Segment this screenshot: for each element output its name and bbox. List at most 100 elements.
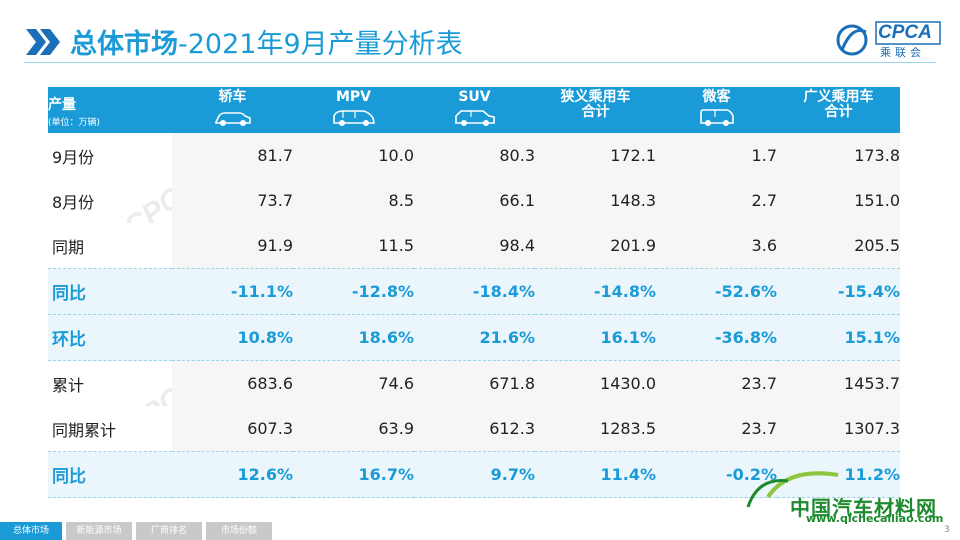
cell-value: 205.5 (777, 223, 900, 269)
footer-tab-market-share[interactable]: 市场份额 (206, 522, 272, 540)
row-label: 同期累计 (48, 406, 172, 452)
cell-value: 98.4 (414, 223, 535, 269)
footer-tab-overall-market[interactable]: 总体市场 (0, 522, 62, 540)
page-title-main: 总体市场 (70, 29, 178, 60)
table-row-highlight: 同比 -11.1% -12.8% -18.4% -14.8% -52.6% -1… (48, 268, 900, 315)
cell-value: 8.5 (293, 178, 414, 223)
title-bar: 总体市场 -2021年9月产量分析表 (24, 22, 463, 61)
cell-value: -11.1% (172, 268, 293, 315)
sedan-icon (214, 112, 251, 126)
table-row: 9月份 81.7 10.0 80.3 172.1 1.7 173.8 (48, 133, 900, 178)
cell-value: 21.6% (414, 314, 535, 361)
title-divider (24, 62, 936, 63)
table-header-row: 产量 (单位：万辆) 轿车 MPV SUV (48, 87, 900, 133)
cell-value: 12.6% (172, 451, 293, 498)
header-narrow-passenger-total: 狭义乘用车 合计 (535, 87, 656, 133)
cell-value: 201.9 (535, 223, 656, 269)
header-production-label: 产量 (48, 97, 76, 113)
cell-value: 73.7 (172, 178, 293, 223)
header-sedan: 轿车 (172, 87, 293, 133)
footer-tab-new-energy[interactable]: 新能源市场 (66, 522, 132, 540)
header-label-line2: 合计 (581, 104, 610, 120)
table-row-highlight: 同比 12.6% 16.7% 9.7% 11.4% -0.2% 11.2% (48, 451, 900, 498)
cell-value: 80.3 (414, 133, 535, 178)
cell-value: 63.9 (293, 406, 414, 452)
minivan-icon (699, 109, 734, 126)
header-minivan: 微客 (656, 87, 777, 133)
cell-value: 607.3 (172, 406, 293, 452)
suv-icon (454, 110, 495, 126)
cell-value: 1453.7 (777, 360, 900, 406)
cell-value: -15.4% (777, 268, 900, 315)
footer-tab-manufacturer-ranking[interactable]: 厂商排名 (136, 522, 202, 540)
cell-value: 1307.3 (777, 406, 900, 452)
cell-value: -36.8% (656, 314, 777, 361)
site-watermark-logo-icon (746, 471, 839, 508)
cell-value: 10.0 (293, 133, 414, 178)
cell-value: -14.8% (535, 268, 656, 315)
header-label: 微客 (702, 89, 731, 105)
table-row: 累计 683.6 74.6 671.8 1430.0 23.7 1453.7 (48, 360, 900, 406)
row-label: 同比 (48, 268, 172, 315)
table-row-highlight: 环比 10.8% 18.6% 21.6% 16.1% -36.8% 15.1% (48, 314, 900, 361)
cell-value: 683.6 (172, 360, 293, 406)
cell-value: -52.6% (656, 268, 777, 315)
cpca-logo-icon (836, 21, 941, 56)
cell-value: 23.7 (656, 360, 777, 406)
cell-value: 148.3 (535, 178, 656, 223)
cell-value: 2.7 (656, 178, 777, 223)
header-production-unit: (单位：万辆) (48, 118, 101, 128)
row-label: 9月份 (48, 133, 172, 178)
cell-value: 81.7 (172, 133, 293, 178)
production-table: 产量 (单位：万辆) 轿车 MPV SUV (48, 87, 900, 498)
cell-value: 151.0 (777, 178, 900, 223)
cell-value: 16.7% (293, 451, 414, 498)
cell-value: 172.1 (535, 133, 656, 178)
cell-value: 66.1 (414, 178, 535, 223)
cell-value: 10.8% (172, 314, 293, 361)
cell-value: 74.6 (293, 360, 414, 406)
cell-value: 91.9 (172, 223, 293, 269)
table-row: 同期 91.9 11.5 98.4 201.9 3.6 205.5 (48, 223, 900, 269)
page-number: 3 (944, 525, 950, 535)
site-watermark-url: www.qichecailiao.com (806, 512, 944, 525)
header-production: 产量 (单位：万辆) (48, 87, 172, 133)
header-label: SUV (458, 89, 491, 105)
cell-value: 15.1% (777, 314, 900, 361)
row-label: 同比 (48, 451, 172, 498)
cpca-logo-text: CPCA (878, 22, 932, 43)
header-label-line1: 狭义乘用车 (560, 89, 631, 105)
cell-value: 16.1% (535, 314, 656, 361)
header-suv: SUV (414, 87, 535, 133)
header-label: 轿车 (218, 89, 247, 105)
cell-value: -12.8% (293, 268, 414, 315)
cell-value: 173.8 (777, 133, 900, 178)
row-label: 同期 (48, 223, 172, 269)
cell-value: 11.4% (535, 451, 656, 498)
cell-value: 23.7 (656, 406, 777, 452)
header-label-line1: 广义乘用车 (803, 89, 874, 105)
cell-value: 612.3 (414, 406, 535, 452)
header-label: MPV (335, 89, 372, 105)
site-watermark-title: 中国汽车材料网 (790, 496, 937, 520)
header-mpv: MPV (293, 87, 414, 133)
cell-value: 1283.5 (535, 406, 656, 452)
cell-value: 1.7 (656, 133, 777, 178)
table-row: 同期累计 607.3 63.9 612.3 1283.5 23.7 1307.3 (48, 406, 900, 452)
cell-value: -18.4% (414, 268, 535, 315)
row-label: 8月份 (52, 192, 95, 212)
header-label: 广义乘用车 合计 (777, 87, 900, 120)
header-label: 狭义乘用车 合计 (535, 87, 656, 120)
row-label: 环比 (48, 314, 172, 361)
mpv-icon (332, 110, 375, 126)
cell-value: 18.6% (293, 314, 414, 361)
footer-nav: 总体市场 新能源市场 厂商排名 市场份额 (0, 522, 960, 540)
cell-value: 671.8 (414, 360, 535, 406)
cell-value: 1430.0 (535, 360, 656, 406)
header-broad-passenger-total: 广义乘用车 合计 (777, 87, 900, 133)
table-row: 8月份 73.7 8.5 66.1 148.3 2.7 151.0 (48, 178, 900, 223)
cell-value: 11.5 (293, 223, 414, 269)
cell-value: 3.6 (656, 223, 777, 269)
row-label: 累计 (52, 375, 85, 395)
cpca-logo-subtext: 乘联会 (880, 46, 925, 59)
